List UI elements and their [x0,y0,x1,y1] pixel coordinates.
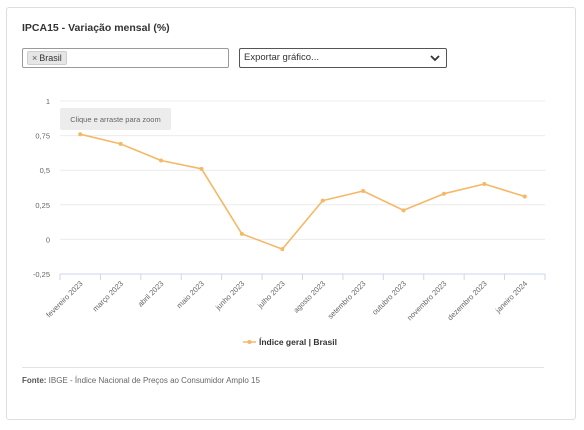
source-label: Fonte: [22,376,47,385]
source-note: Fonte: IBGE - Índice Nacional de Preços … [22,376,260,385]
legend-marker [247,340,252,344]
data-point[interactable] [361,188,366,193]
export-chart-select[interactable]: Exportar gráfico... [239,48,447,68]
x-tick-label: fevereiro 2023 [44,279,84,319]
y-tick-label: 1 [46,97,50,106]
source-text: IBGE - Índice Nacional de Preços ao Cons… [48,376,260,385]
y-tick-label: -0,25 [33,270,50,279]
x-tick-label: maio 2023 [175,279,206,310]
y-tick-label: 0,75 [35,132,50,141]
x-tick-label: julho 2023 [255,279,287,311]
region-tag[interactable]: × Brasil [27,51,67,65]
source-divider [22,367,544,368]
y-tick-label: 0,25 [35,201,50,210]
zoom-hint-box [60,108,171,130]
data-point[interactable] [280,247,285,252]
zoom-hint-text: Clique e arraste para zoom [70,115,160,124]
y-tick-label: 0 [46,235,50,244]
data-point[interactable] [522,194,527,199]
chart-card [6,7,576,420]
data-point[interactable] [441,191,446,196]
data-point[interactable] [401,208,406,213]
x-tick-label: novembro 2023 [405,279,448,322]
export-chart-label: Exportar gráfico... [244,52,319,63]
x-tick-label: setembro 2023 [326,279,368,321]
data-point[interactable] [78,132,83,137]
remove-tag-icon[interactable]: × [32,53,38,63]
data-point[interactable] [159,158,164,163]
x-tick-label: março 2023 [91,279,125,313]
legend-series-label[interactable]: Índice geral | Brasil [259,337,337,347]
x-tick-label: agosto 2023 [292,279,328,315]
x-tick-label: abril 2023 [136,279,166,309]
data-point[interactable] [239,231,244,236]
x-tick-label: outubro 2023 [370,279,408,317]
series-line [80,133,526,250]
data-point[interactable] [199,166,204,171]
data-point[interactable] [118,141,123,146]
region-tag-label: Brasil [39,53,62,63]
x-tick-label: janeiro 2024 [493,279,529,315]
y-tick-label: 0,5 [40,166,50,175]
x-tick-label: junho 2023 [213,279,246,312]
region-filter-input[interactable]: × Brasil [22,48,229,68]
x-tick-label: dezembro 2023 [446,279,489,322]
data-point[interactable] [320,198,325,203]
chevron-down-icon [430,55,440,62]
chart-title: IPCA15 - Variação mensal (%) [22,22,170,34]
data-point[interactable] [482,182,487,187]
